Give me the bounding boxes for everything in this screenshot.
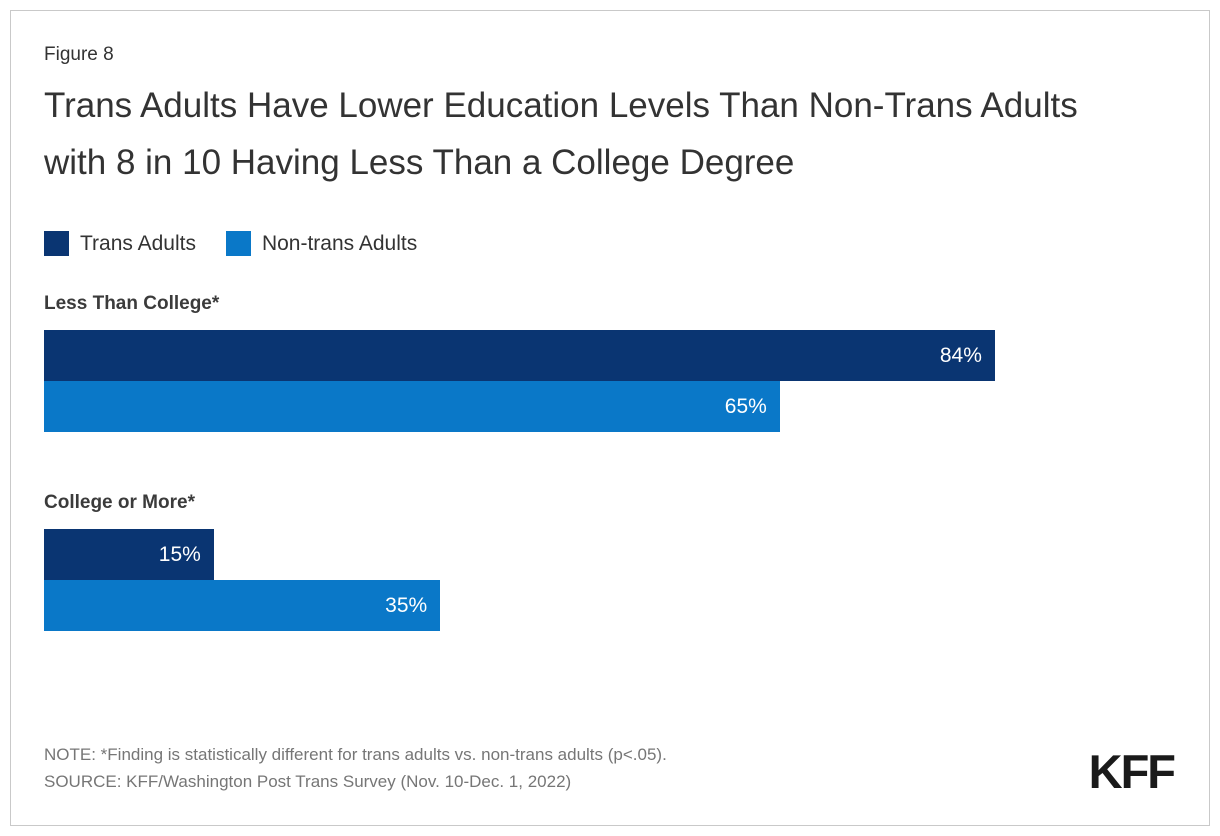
footer-notes: NOTE: *Finding is statistically differen…: [44, 741, 667, 795]
bar-value-label: 35%: [385, 593, 428, 617]
chart-title: Trans Adults Have Lower Education Levels…: [44, 86, 1078, 182]
source-text: SOURCE: KFF/Washington Post Trans Survey…: [44, 772, 572, 791]
bar-group-less-than-college: Less Than College* 84% 65%: [44, 293, 1176, 433]
legend-swatch-trans-adults: [44, 231, 69, 257]
legend-item-trans-adults: Trans Adults: [44, 231, 196, 257]
bar-row-non-trans-adults: 65%: [44, 381, 1176, 433]
bar-value-label: 84%: [939, 343, 982, 367]
bar-trans-adults-less-than-college: 84%: [44, 330, 995, 382]
bar-row-trans-adults: 15%: [44, 529, 1176, 581]
figure-footer: NOTE: *Finding is statistically differen…: [44, 741, 1176, 795]
bar-non-trans-adults-less-than-college: 65%: [44, 381, 780, 433]
legend-label-trans-adults: Trans Adults: [80, 231, 196, 255]
legend-swatch-non-trans-adults: [225, 231, 251, 257]
category-label-less-than-college: Less Than College*: [44, 293, 220, 315]
legend-item-non-trans-adults: Non-trans Adults: [225, 231, 418, 257]
figure-card: Figure 8 Trans Adults Have Lower Educati…: [10, 10, 1210, 826]
bar-row-trans-adults: 84%: [44, 330, 1176, 382]
figure-label: Figure 8: [44, 44, 114, 65]
legend-label-non-trans-adults: Non-trans Adults: [261, 231, 418, 255]
bar-non-trans-adults-college-or-more: 35%: [44, 580, 441, 632]
note-text: NOTE: *Finding is statistically differen…: [44, 745, 667, 764]
bar-group-college-or-more: College or More* 15% 35%: [44, 492, 1176, 632]
category-label-college-or-more: College or More*: [44, 492, 195, 514]
bar-value-label: 15%: [158, 542, 201, 566]
legend: Trans Adults Non-trans Adults: [44, 231, 1176, 257]
bar-row-non-trans-adults: 35%: [44, 580, 1176, 632]
bar-trans-adults-college-or-more: 15%: [44, 529, 214, 581]
bar-chart: Less Than College* 84% 65% College or More*…: [44, 293, 1176, 632]
kff-logo: KFF: [1088, 745, 1176, 798]
bar-value-label: 65%: [724, 394, 767, 418]
